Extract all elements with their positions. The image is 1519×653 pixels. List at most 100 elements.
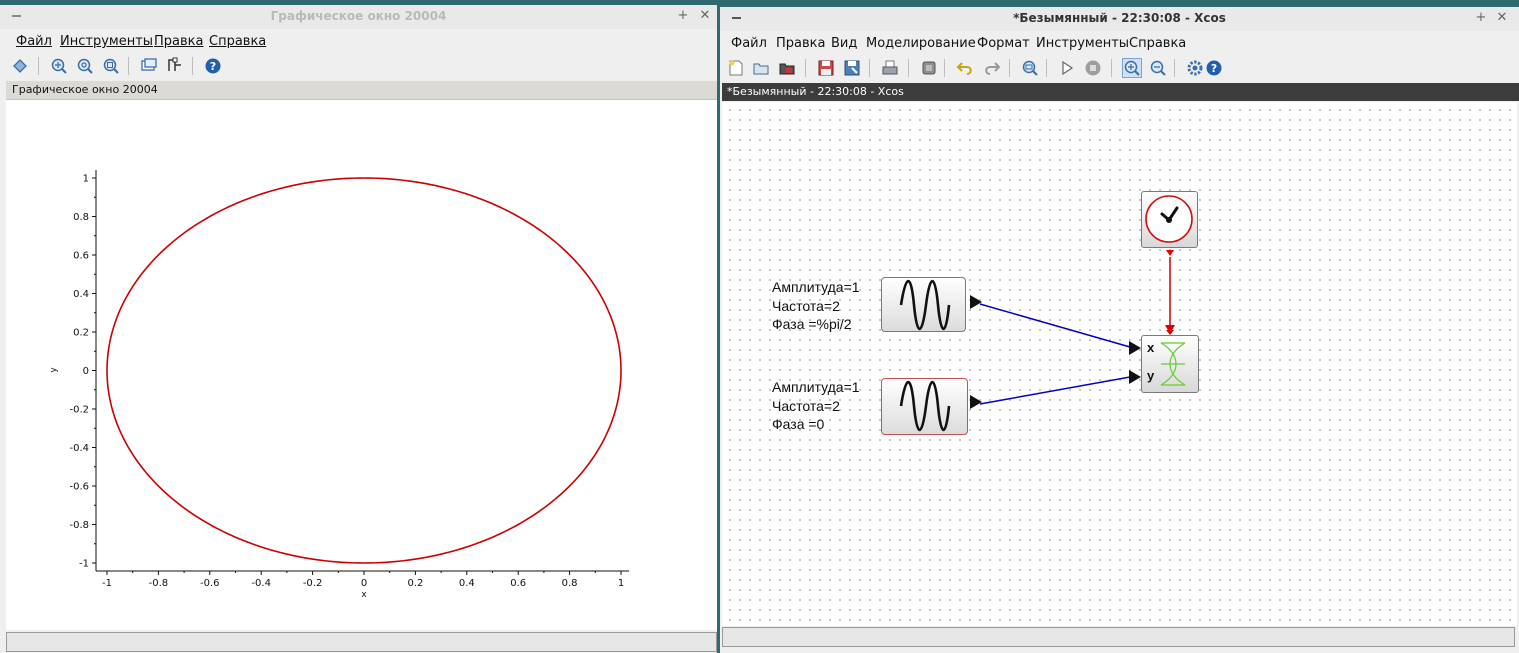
x-axis-label: x	[361, 590, 367, 600]
activation-arrowhead	[1165, 325, 1175, 334]
pin-icon[interactable]: +	[1475, 10, 1487, 25]
rotate-icon[interactable]	[11, 57, 29, 75]
zoom-out-icon[interactable]	[1149, 59, 1167, 77]
clock-block[interactable]	[1141, 191, 1198, 248]
edit-plot-icon[interactable]	[166, 57, 184, 75]
xcos-toolbar-separator-3	[908, 59, 909, 77]
x-tick-label: -1	[102, 578, 112, 589]
xcos-window: *Безымянный - 22:30:08 - Xcos + ✕ Файл Пр…	[720, 7, 1519, 653]
export-icon[interactable]	[920, 59, 938, 77]
close-icon[interactable]: ✕	[699, 8, 711, 23]
scope-input-port-x[interactable]	[1129, 341, 1141, 355]
graphics-toolbar-separator-3	[192, 57, 193, 75]
xcos-menu-2[interactable]: Правка	[776, 36, 826, 51]
plot-panel-label: Графическое окно 20004	[12, 83, 158, 96]
plot-panel-header: Графическое окно 20004	[6, 81, 717, 100]
datatip-icon[interactable]	[140, 57, 158, 75]
clock-icon	[1145, 195, 1193, 243]
y-tick-label: -0.2	[69, 405, 89, 416]
undo-icon[interactable]	[956, 59, 974, 77]
zoom-in-icon[interactable]	[50, 57, 68, 75]
xcos-toolbar-separator-7	[1111, 59, 1112, 77]
window-menu-icon[interactable]	[732, 17, 741, 19]
y-tick-label: 0.4	[73, 289, 89, 300]
sine1-output-port[interactable]	[970, 295, 982, 309]
scope-input-port-y[interactable]	[1129, 370, 1141, 384]
print-icon[interactable]	[881, 59, 899, 77]
sine-generator-block-1[interactable]	[881, 277, 966, 332]
xcos-toolbar-separator-5	[1009, 59, 1010, 77]
xcos-toolbar-separator-8	[1174, 59, 1175, 77]
graphics-toolbar: ?	[0, 55, 717, 81]
graphics-menubar: Файл Инструменты Правка Справка	[0, 31, 717, 53]
sine1-phase-text: Фаза =%pi/2	[772, 316, 852, 332]
diagram-links	[970, 250, 1175, 409]
y-tick-label: -0.8	[69, 520, 89, 531]
xcos-menu-3[interactable]: Вид	[831, 36, 858, 51]
zoom-area-icon[interactable]	[102, 57, 120, 75]
graphics-toolbar-separator-1	[38, 57, 39, 75]
sine-generator-block-2[interactable]	[881, 378, 968, 435]
link-sine2-to-scope[interactable]	[979, 376, 1131, 405]
xcos-menu-6[interactable]: Инструменты	[1036, 36, 1130, 51]
x-tick-label: -0.6	[200, 578, 220, 589]
x-tick-label: 0.6	[510, 578, 526, 589]
help-icon[interactable]: ?	[1205, 59, 1223, 77]
graphics-window-title: Графическое окно 20004	[270, 9, 447, 23]
graphics-menu-2[interactable]: Инструменты	[60, 34, 154, 49]
stop-icon[interactable]	[1084, 59, 1102, 77]
pin-icon[interactable]: +	[677, 8, 689, 23]
window-menu-icon[interactable]	[12, 15, 21, 17]
close-icon[interactable]: ✕	[1496, 10, 1508, 25]
xcos-toolbar-separator-6	[1046, 59, 1047, 77]
xcos-titlebar[interactable]: *Безымянный - 22:30:08 - Xcos + ✕	[720, 7, 1519, 31]
sine2-parameters-label: Амплитуда=1 Частота=2 Фаза =0	[772, 378, 860, 434]
xcos-menu-4[interactable]: Моделирование	[866, 36, 976, 51]
plot-canvas[interactable]: -1 -0.8 -0.6 -0.4 -0.2 0 0.2 0.4 0.6 0.8 1 1 0.8 0.6 0…	[6, 100, 717, 630]
graphics-menu-3[interactable]: Правка	[154, 34, 204, 49]
diagram-canvas[interactable]: Амплитуда=1 Частота=2 Фаза =%pi/2 Амплит…	[722, 102, 1517, 626]
new-diagram-icon[interactable]	[727, 59, 745, 77]
open-in-scilab-icon[interactable]	[778, 59, 796, 77]
svg-text:?: ?	[210, 60, 216, 73]
y-tick-label: 0.8	[73, 212, 89, 223]
graphics-titlebar[interactable]: Графическое окно 20004 + ✕	[0, 5, 717, 29]
graphics-window: Графическое окно 20004 + ✕ Файл Инструмен…	[0, 5, 717, 653]
xcos-toolbar-separator-2	[869, 59, 870, 77]
help-icon[interactable]: ?	[204, 57, 222, 75]
xy-scope-block[interactable]: x y	[1141, 335, 1199, 393]
xcos-toolbar: ?	[720, 56, 1519, 82]
x-tick-label: -0.4	[251, 578, 271, 589]
sine-wave-icon	[899, 380, 951, 432]
xcos-window-title: *Безымянный - 22:30:08 - Xcos	[1013, 11, 1226, 25]
sine2-phase-text: Фаза =0	[772, 416, 825, 432]
graphics-menu-1[interactable]: Файл	[16, 34, 52, 49]
y-tick-label: 1	[83, 174, 89, 185]
xcos-menu-1[interactable]: Файл	[731, 36, 767, 51]
fit-diagram-icon[interactable]	[1021, 59, 1039, 77]
save-icon[interactable]	[817, 59, 835, 77]
redo-icon[interactable]	[983, 59, 1001, 77]
sine1-amplitude-text: Амплитуда=1	[772, 279, 860, 295]
graphics-menu-4[interactable]: Справка	[209, 34, 267, 49]
xy-scope-icon	[1160, 342, 1186, 386]
save-as-icon[interactable]	[843, 59, 861, 77]
sine2-amplitude-text: Амплитуда=1	[772, 379, 860, 395]
xcos-toolbar-separator-4	[944, 59, 945, 77]
x-tick-label: 0	[361, 578, 367, 589]
y-tick-label: 0.6	[73, 251, 89, 262]
sine2-output-port[interactable]	[970, 395, 982, 409]
zoom-reset-icon[interactable]	[76, 57, 94, 75]
xcos-menu-7[interactable]: Справка	[1129, 36, 1187, 51]
sine-wave-icon	[899, 279, 951, 331]
xcos-menu-5[interactable]: Формат	[977, 36, 1030, 51]
setup-icon[interactable]	[1186, 59, 1204, 77]
svg-text:?: ?	[1211, 62, 1217, 75]
link-sine1-to-scope[interactable]	[979, 303, 1131, 348]
y-tick-label: -0.4	[69, 443, 89, 454]
xcos-toolbar-separator-1	[805, 59, 806, 77]
start-icon[interactable]	[1058, 59, 1076, 77]
open-icon[interactable]	[752, 59, 770, 77]
zoom-in-icon[interactable]	[1122, 58, 1142, 78]
series-curve	[106, 177, 622, 564]
